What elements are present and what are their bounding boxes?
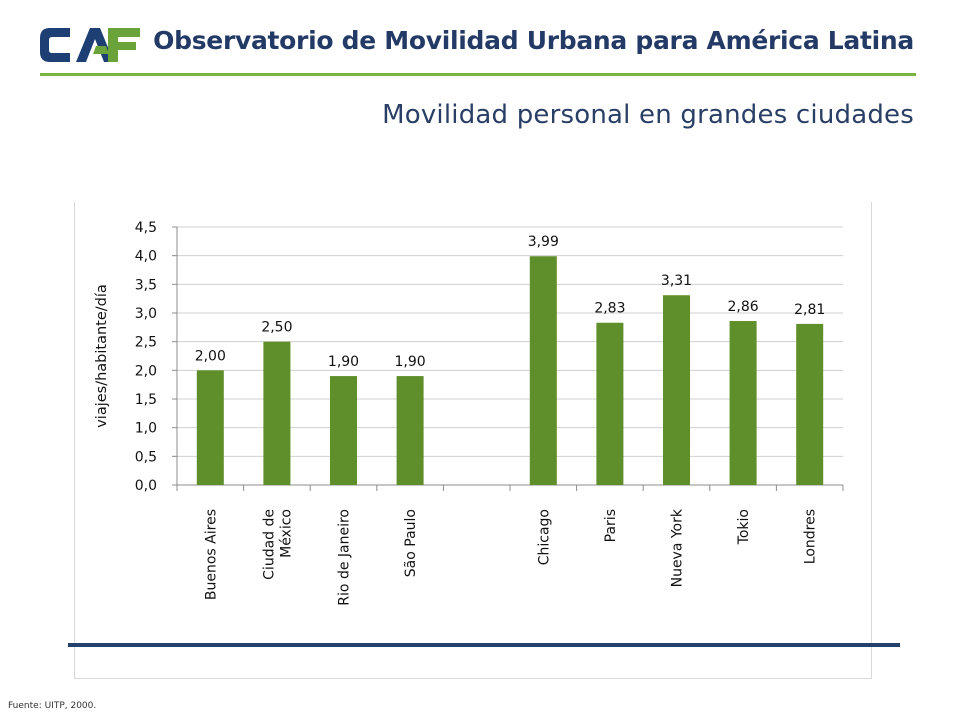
data-label: 1,90 [395, 354, 426, 370]
bar [663, 295, 690, 485]
x-tick-label: São Paulo [403, 509, 419, 577]
y-tick-label: 4,0 [135, 249, 157, 265]
data-label: 2,81 [794, 302, 825, 318]
page-subtitle: Movilidad personal en grandes ciudades [382, 100, 914, 130]
y-axis-title: viajes/habitante/día [94, 284, 110, 428]
y-tick-label: 1,5 [135, 392, 157, 408]
data-label: 2,83 [594, 301, 625, 317]
x-tick-label: Ciudad deMéxico [261, 509, 294, 580]
data-label: 1,90 [328, 354, 359, 370]
y-tick-label: 2,5 [135, 335, 157, 351]
bar [796, 323, 824, 485]
data-label: 2,50 [261, 320, 292, 336]
bar [263, 341, 291, 485]
bar [330, 376, 357, 485]
y-tick-label: 4,5 [135, 220, 157, 236]
data-label: 2,00 [195, 348, 226, 364]
bar-chart: 0,0 0,5 1,0 1,5 2,0 2,5 3,0 3,5 4,0 4,5 viajes/hab… [94, 220, 844, 606]
header-title: Observatorio de Movilidad Urbana para Am… [153, 26, 914, 55]
y-tick-label: 0,0 [135, 478, 157, 494]
x-tick-label: Rio de Janeiro [337, 509, 353, 606]
chart-frame: 0,0 0,5 1,0 1,5 2,0 2,5 3,0 3,5 4,0 4,5 viajes/hab… [74, 202, 872, 679]
bar [196, 370, 224, 485]
x-tick-label: Nueva York [670, 508, 686, 587]
data-label: 3,99 [528, 234, 559, 250]
x-tick-label: Londres [803, 509, 819, 564]
source-note: Fuente: UITP, 2000. [8, 701, 97, 711]
bar [596, 322, 624, 485]
y-tick-label: 3,5 [135, 277, 157, 293]
x-tick-label: Chicago [536, 509, 552, 565]
bottom-divider [68, 643, 900, 647]
bar [396, 376, 424, 485]
y-tick-label: 3,0 [135, 306, 157, 322]
x-tick-label: Buenos Aires [203, 509, 219, 600]
header-divider [40, 73, 916, 76]
bar [729, 321, 757, 485]
x-tick-label: Tokio [736, 509, 752, 545]
y-tick-label: 1,0 [135, 421, 157, 437]
caf-logo [40, 28, 140, 62]
y-tick-label: 0,5 [135, 449, 157, 465]
data-label: 3,31 [661, 273, 692, 289]
bar [529, 256, 557, 485]
data-label: 2,86 [728, 299, 759, 315]
x-tick-label: Paris [603, 509, 619, 542]
y-tick-label: 2,0 [135, 363, 157, 379]
